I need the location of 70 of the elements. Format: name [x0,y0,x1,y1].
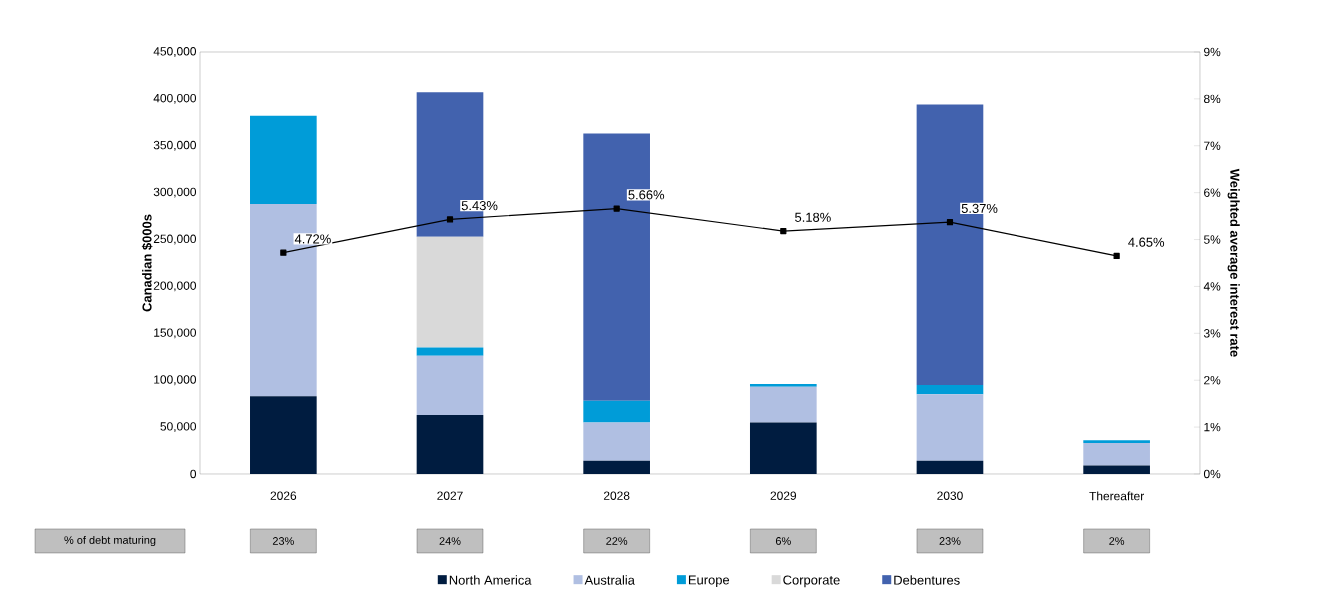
y2-tick-label: 8% [1204,94,1221,104]
bar [583,422,650,461]
bar [250,396,317,474]
y-tick-label: 150,000 [154,328,197,339]
bar [1083,440,1150,444]
y-tick-label: 450,000 [153,47,197,57]
text: 2% [1109,537,1125,545]
y2-tick-label: 3% [1203,329,1221,338]
y2-tick-label: 9% [1204,47,1221,57]
bar [916,384,984,395]
y-axis-title: Canadian $000s [141,214,153,312]
y2-tick-label: 4% [1203,282,1221,291]
legend-label: Corporate [783,575,840,588]
data-label: 5.37% [961,203,998,213]
bar [250,115,317,204]
x-tick-label: Thereafter [1089,491,1144,501]
y-tick-label: 250,000 [153,234,197,245]
y-tick-label: 50,000 [160,422,197,433]
y-tick-label: 400,000 [153,93,197,104]
bar [916,394,984,461]
text: 22% [606,537,628,545]
text: 24% [439,537,461,545]
y2-axis-title: Weighted average interest rate [1227,168,1240,357]
y-tick-label: 0 [190,469,197,479]
legend-label: North America [449,575,532,585]
bar [916,460,984,474]
legend-label: Europe [688,575,730,588]
y2-tick-label: 1% [1204,422,1221,432]
y-tick-label: 100,000 [154,375,197,386]
y2-tick-label: 6% [1204,188,1221,197]
bar [749,386,817,423]
point [613,205,620,212]
bar [749,422,817,474]
x-tick-label: 2027 [437,491,463,500]
bar [416,414,484,474]
point [780,228,787,235]
x-tick-label: 2028 [603,491,630,500]
y-tick-label: 300,000 [153,187,197,198]
point [1113,252,1120,260]
data-label: 5.66% [628,190,665,200]
bar [749,383,817,387]
legend-label: Australia [584,575,635,585]
point [280,249,287,256]
x-tick-label: 2026 [270,491,297,500]
text: 23% [939,537,961,545]
bar [416,355,484,415]
data-label: 5.43% [461,201,498,211]
point [446,216,454,223]
data-label: 4.65% [1128,237,1165,247]
y2-tick-label: 7% [1204,141,1221,150]
x-tick-label: 2030 [937,491,963,500]
data-label: 5.18% [795,212,831,222]
legend-label: Debentures [894,575,960,585]
text: 23% [272,537,294,545]
point [946,219,954,226]
bar [416,236,484,348]
y2-tick-label: 5% [1203,235,1221,244]
y2-tick-label: 2% [1204,376,1221,385]
x-tick-label: 2029 [770,491,797,500]
bar [416,347,484,356]
y-tick-label: 350,000 [153,140,197,151]
bar [1083,443,1150,466]
y-tick-label: 200,000 [153,281,197,292]
y2-tick-label: 0% [1203,469,1221,479]
bar [583,400,650,423]
bar [1083,465,1150,474]
text: 6% [775,537,791,545]
bar [583,460,650,474]
data-label: 4.72% [294,234,331,244]
text: % of debt maturing [64,535,156,547]
